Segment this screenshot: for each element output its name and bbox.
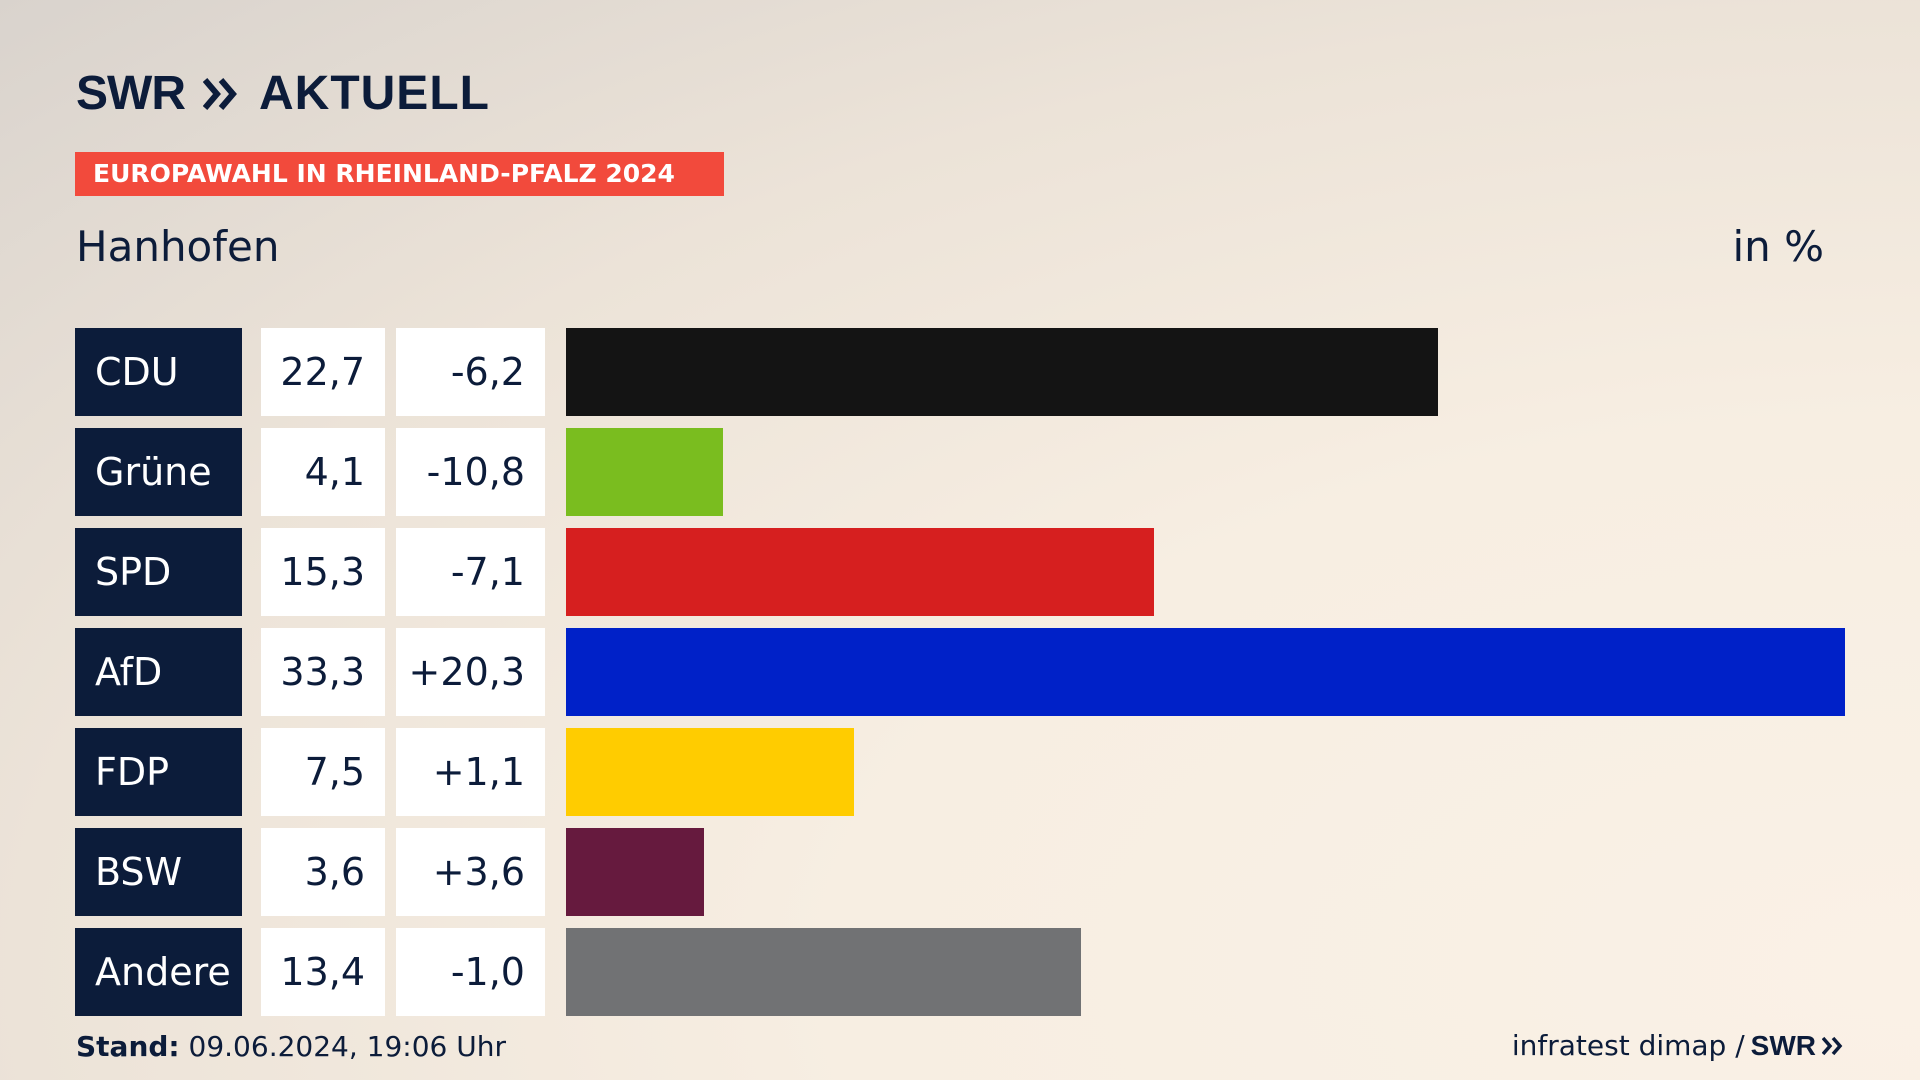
swr-mini-logo: SWR — [1750, 1029, 1816, 1061]
change-value: +20,3 — [396, 628, 545, 716]
result-bar — [566, 328, 1438, 416]
double-chevron-icon — [202, 77, 237, 110]
result-row: Andere 13,4 -1,0 — [75, 928, 1845, 1016]
mini-double-chevron-icon — [1822, 1036, 1843, 1055]
party-label: Grüne — [75, 428, 242, 516]
change-value: +1,1 — [396, 728, 545, 816]
change-value: -1,0 — [396, 928, 545, 1016]
result-row: SPD 15,3 -7,1 — [75, 528, 1845, 616]
party-label: BSW — [75, 828, 242, 916]
share-value: 13,4 — [261, 928, 385, 1016]
share-value: 7,5 — [261, 728, 385, 816]
change-value: -7,1 — [396, 528, 545, 616]
result-row: Grüne 4,1 -10,8 — [75, 428, 1845, 516]
election-banner: EUROPAWAHL IN RHEINLAND-PFALZ 2024 — [75, 152, 724, 196]
source-text: infratest dimap / — [1511, 1029, 1745, 1062]
change-value: -6,2 — [396, 328, 545, 416]
party-label: SPD — [75, 528, 242, 616]
result-bar — [566, 628, 1845, 716]
party-label: CDU — [75, 328, 242, 416]
share-value: 4,1 — [261, 428, 385, 516]
swr-aktuell-logo: SWR AKTUELL — [76, 66, 490, 121]
source-credit: infratest dimap / SWR — [1512, 1029, 1844, 1062]
stand-value: 09.06.2024, 19:06 Uhr — [188, 1030, 506, 1063]
result-row: BSW 3,6 +3,6 — [75, 828, 1845, 916]
swr-wordmark: SWR — [76, 67, 186, 120]
result-bar — [566, 428, 723, 516]
party-label: Andere — [75, 928, 242, 1016]
share-value: 3,6 — [261, 828, 385, 916]
party-label: AfD — [75, 628, 242, 716]
result-row: AfD 33,3 +20,3 — [75, 628, 1845, 716]
result-bar — [566, 828, 704, 916]
share-value: 15,3 — [261, 528, 385, 616]
change-value: +3,6 — [396, 828, 545, 916]
timestamp: Stand: 09.06.2024, 19:06 Uhr — [76, 1030, 506, 1063]
aktuell-wordmark: AKTUELL — [258, 67, 490, 120]
result-bar — [566, 928, 1081, 1016]
result-row: CDU 22,7 -6,2 — [75, 328, 1845, 416]
change-value: -10,8 — [396, 428, 545, 516]
party-label: FDP — [75, 728, 242, 816]
stand-label: Stand: — [76, 1030, 180, 1063]
location-title: Hanhofen — [76, 222, 280, 271]
unit-label: in % — [1732, 222, 1824, 271]
share-value: 22,7 — [261, 328, 385, 416]
result-row: FDP 7,5 +1,1 — [75, 728, 1845, 816]
result-bar — [566, 528, 1154, 616]
result-bar — [566, 728, 854, 816]
share-value: 33,3 — [261, 628, 385, 716]
